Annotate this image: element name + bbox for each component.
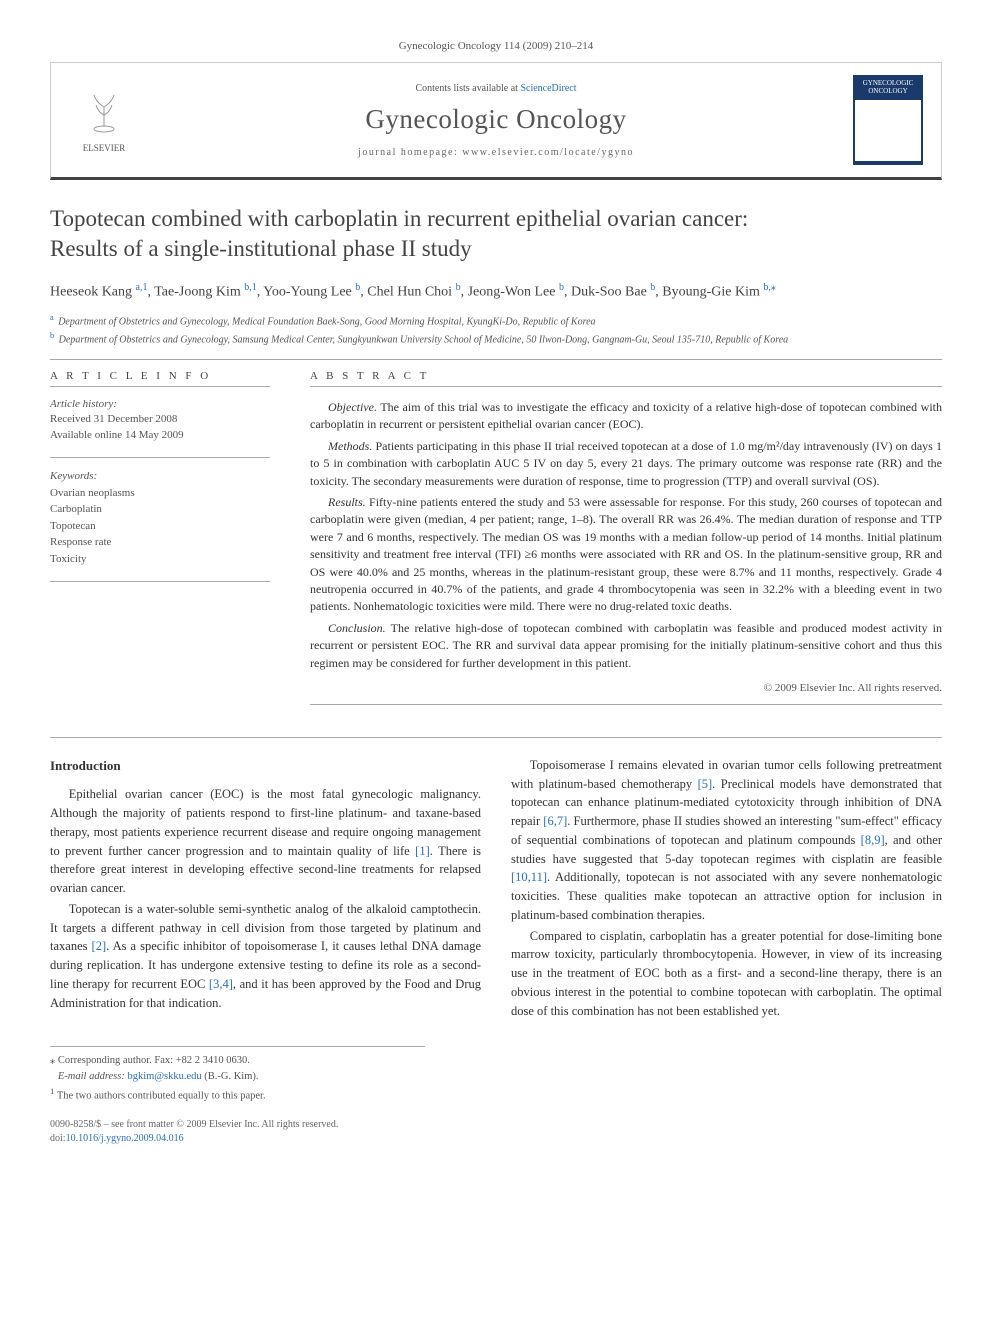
objective-text: The aim of this trial was to investigate… <box>310 400 942 431</box>
ref-89-link[interactable]: [8,9] <box>861 833 885 847</box>
ref-1011-link[interactable]: [10,11] <box>511 870 547 884</box>
results-text: Fifty-nine patients entered the study an… <box>310 495 942 613</box>
front-matter: 0090-8258/$ – see front matter © 2009 El… <box>50 1118 942 1132</box>
section-rule <box>50 359 942 360</box>
doi-link[interactable]: 10.1016/j.ygyno.2009.04.016 <box>66 1133 184 1144</box>
journal-name: Gynecologic Oncology <box>139 104 853 135</box>
keyword: Ovarian neoplasms <box>50 485 270 502</box>
ref-67-link[interactable]: [6,7] <box>543 814 567 828</box>
methods-label: Methods. <box>328 439 372 453</box>
abstract-head: A B S T R A C T <box>310 370 942 387</box>
journal-header: ELSEVIER Contents lists available at Sci… <box>50 62 942 180</box>
introduction-head: Introduction <box>50 756 481 776</box>
copyright-footer: 0090-8258/$ – see front matter © 2009 El… <box>50 1118 942 1146</box>
keyword: Toxicity <box>50 551 270 568</box>
homepage-prefix: journal homepage: <box>358 147 462 158</box>
authors-list: Heeseok Kang a,1, Tae-Joong Kim b,1, Yoo… <box>50 280 942 303</box>
online-date: Available online 14 May 2009 <box>50 428 270 443</box>
body-p5: Compared to cisplatin, carboplatin has a… <box>511 927 942 1021</box>
objective-label: Objective. <box>328 400 377 414</box>
body-p4-tail: . Additionally, topotecan is not associa… <box>511 870 942 922</box>
article-body: Introduction Epithelial ovarian cancer (… <box>50 756 942 1021</box>
article-title: Topotecan combined with carboplatin in r… <box>50 204 942 264</box>
conclusion-text: The relative high-dose of topotecan comb… <box>310 621 942 670</box>
conclusion-label: Conclusion. <box>328 621 386 635</box>
ref-34-link[interactable]: [3,4] <box>209 977 233 991</box>
title-line-1: Topotecan combined with carboplatin in r… <box>50 206 748 231</box>
email-label: E-mail address: <box>58 1071 125 1082</box>
contents-prefix: Contents lists available at <box>415 83 520 94</box>
corresponding-author: Corresponding author. Fax: +82 2 3410 06… <box>58 1055 250 1066</box>
body-p3-lead: for recurrent EOC <box>113 977 208 991</box>
body-rule <box>50 737 942 738</box>
journal-citation: Gynecologic Oncology 114 (2009) 210–214 <box>50 40 942 52</box>
ref-5-link[interactable]: [5] <box>698 777 713 791</box>
received-date: Received 31 December 2008 <box>50 412 270 427</box>
publisher-name: ELSEVIER <box>83 143 126 153</box>
keywords-label: Keywords: <box>50 468 270 485</box>
methods-text: Patients participating in this phase II … <box>310 439 942 488</box>
elsevier-logo: ELSEVIER <box>69 85 139 155</box>
title-line-2: Results of a single-institutional phase … <box>50 236 472 261</box>
homepage-url[interactable]: www.elsevier.com/locate/ygyno <box>462 147 634 158</box>
doi-label: doi: <box>50 1133 66 1144</box>
abstract-copyright: © 2009 Elsevier Inc. All rights reserved… <box>310 682 942 694</box>
affiliation-b: Department of Obstetrics and Gynecology,… <box>59 334 789 345</box>
email-name: (B.-G. Kim). <box>204 1071 258 1082</box>
journal-cover-thumbnail: GYNECOLOGIC ONCOLOGY <box>853 75 923 165</box>
abstract-panel: A B S T R A C T Objective. The aim of th… <box>310 370 942 715</box>
homepage-line: journal homepage: www.elsevier.com/locat… <box>139 147 853 158</box>
article-info-head: A R T I C L E I N F O <box>50 370 270 387</box>
keyword: Carboplatin <box>50 501 270 518</box>
contents-line: Contents lists available at ScienceDirec… <box>139 83 853 94</box>
article-info-panel: A R T I C L E I N F O Article history: R… <box>50 370 270 715</box>
keyword: Topotecan <box>50 518 270 535</box>
ref-1-link[interactable]: [1] <box>415 844 430 858</box>
affiliation-a: Department of Obstetrics and Gynecology,… <box>58 317 595 328</box>
keyword: Response rate <box>50 534 270 551</box>
footnote-1: The two authors contributed equally to t… <box>57 1090 266 1101</box>
elsevier-tree-icon <box>80 87 128 143</box>
results-label: Results. <box>328 495 366 509</box>
cover-title: GYNECOLOGIC ONCOLOGY <box>855 79 921 96</box>
ref-2-link[interactable]: [2] <box>92 939 107 953</box>
footnotes: ⁎ Corresponding author. Fax: +82 2 3410 … <box>50 1046 425 1104</box>
affiliations: a Department of Obstetrics and Gynecolog… <box>50 312 942 347</box>
sciencedirect-link[interactable]: ScienceDirect <box>520 83 576 94</box>
email-link[interactable]: bgkim@skku.edu <box>127 1071 201 1082</box>
history-label: Article history: <box>50 397 270 412</box>
